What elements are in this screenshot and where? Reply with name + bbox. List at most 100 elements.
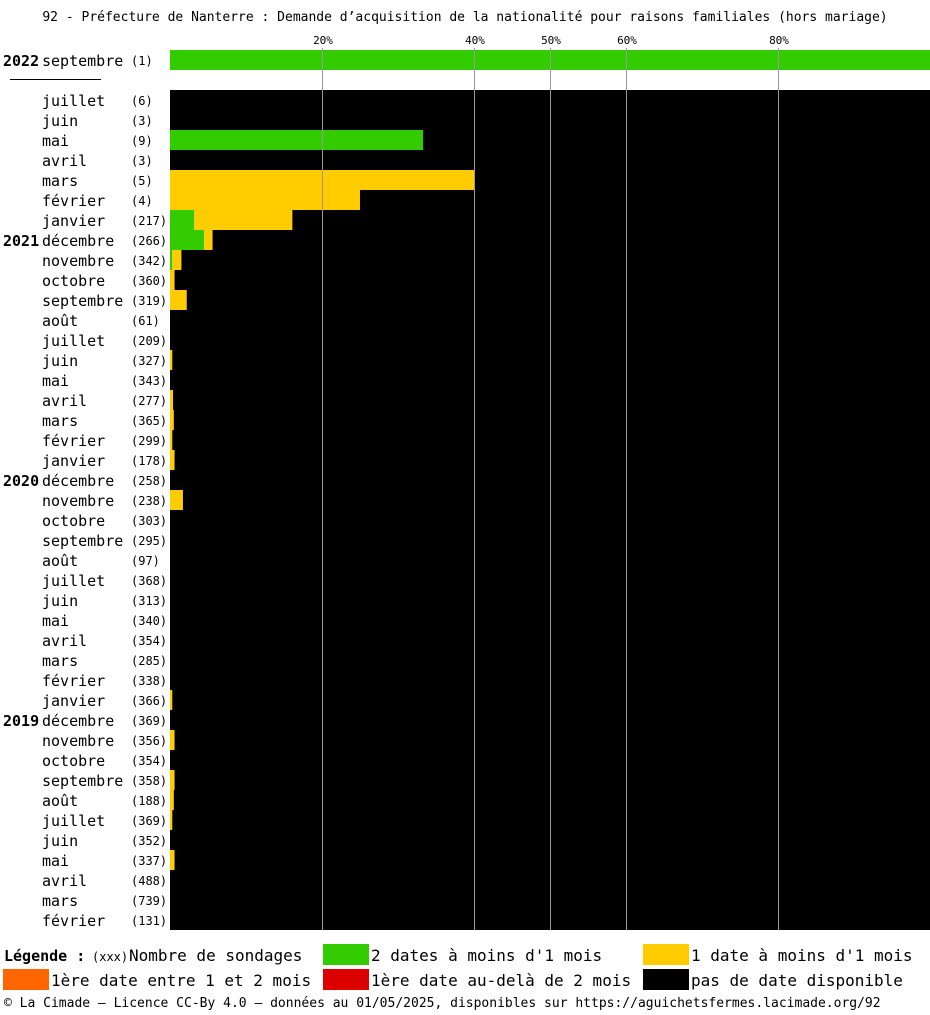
legend-title: Légende : [4,947,86,965]
legend-orange-swatch [3,969,49,990]
bar-segment-black [172,810,930,830]
count-label: (217) [131,214,167,228]
bar-segment-yellow [170,270,175,290]
bar-segment-yellow [170,190,360,210]
bar-segment-black [174,450,930,470]
count-label: (9) [131,134,153,148]
count-label: (365) [131,414,167,428]
month-label: août [42,312,78,330]
count-label: (238) [131,494,167,508]
month-label: août [42,792,78,810]
count-label: (356) [131,734,167,748]
chart-title: 92 - Préfecture de Nanterre : Demande d’… [42,10,888,25]
count-label: (352) [131,834,167,848]
bar-segment-green [170,130,424,150]
month-label: juin [42,832,78,850]
x-tick-label: 20% [313,34,333,47]
legend-count-label: Nombre de sondages [129,946,303,965]
month-label: octobre [42,752,105,770]
month-label: mai [42,132,69,150]
count-label: (4) [131,194,153,208]
count-label: (488) [131,874,167,888]
legend-green-label: 2 dates à moins d'1 mois [371,946,603,965]
month-label: mars [42,892,78,910]
month-label: janvier [42,692,105,710]
count-label: (3) [131,154,153,168]
legend-red-swatch [323,969,369,990]
bar-segment-yellow [170,690,173,710]
bar-segment-yellow [204,230,213,250]
bar-segment-black [172,350,930,370]
footer-credits: © La Cimade – Licence CC-By 4.0 – donnée… [4,996,881,1011]
bar-segment-black [474,170,930,190]
month-label: novembre [42,252,114,270]
month-label: juillet [42,92,105,110]
year-label: 2021 [3,232,39,250]
bar-segment-black [182,490,930,510]
month-label: juin [42,112,78,130]
bar-segment-black [360,190,930,210]
x-tick-label: 50% [541,34,561,47]
count-label: (97) [131,554,160,568]
month-label: septembre [42,532,123,550]
month-label: juin [42,352,78,370]
bar-segment-black [174,850,930,870]
year-label: 2019 [3,712,39,730]
legend-row-1: Légende : (xxx) Nombre de sondages 2 dat… [0,944,930,966]
bar-segment-black [181,250,930,270]
month-label: avril [42,872,87,890]
month-label: mai [42,852,69,870]
month-label: mars [42,652,78,670]
year-label: 2022 [3,52,39,70]
month-label: janvier [42,212,105,230]
bar-segment-yellow [170,390,174,410]
bar-segment-black [172,690,930,710]
month-label: février [42,912,105,930]
month-label: décembre [42,472,114,490]
bar-segment-black [186,290,930,310]
bar-segment-yellow [170,730,175,750]
count-label: (299) [131,434,167,448]
bar-segment-yellow [170,850,175,870]
month-label: juillet [42,812,105,830]
bar-segment-black [423,130,930,150]
count-label: (266) [131,234,167,248]
bar-segment-yellow [170,450,175,470]
month-label: décembre [42,712,114,730]
count-label: (327) [131,354,167,368]
month-label: septembre [42,52,123,70]
count-label: (178) [131,454,167,468]
legend-count-hint: (xxx) [92,950,129,964]
count-label: (295) [131,534,167,548]
bar-segment-black [174,730,930,750]
month-label: novembre [42,732,114,750]
stacked-bar-chart: 20% 40% 50% 60% 80%2022 septembre (1)juillet (6… [3,34,930,930]
count-label: (285) [131,654,167,668]
month-label: février [42,432,105,450]
bar-segment-green [170,230,205,250]
month-label: novembre [42,492,114,510]
legend-yellow-swatch [643,944,689,965]
bar-segment-black [173,790,930,810]
bar-segment-yellow [170,490,183,510]
count-label: (369) [131,814,167,828]
bar-segment-black [212,230,930,250]
count-label: (358) [131,774,167,788]
count-label: (369) [131,714,167,728]
month-label: juin [42,592,78,610]
x-tick-label: 60% [617,34,637,47]
count-label: (209) [131,334,167,348]
bar-segment-green [170,210,195,230]
month-label: octobre [42,272,105,290]
count-label: (319) [131,294,167,308]
bar-segment-yellow [170,350,173,370]
month-label: juillet [42,332,105,350]
bar-segment-yellow [170,430,173,450]
bar-segment-yellow [170,810,173,830]
month-label: août [42,552,78,570]
month-label: septembre [42,292,123,310]
month-label: mai [42,372,69,390]
count-label: (366) [131,694,167,708]
count-label: (340) [131,614,167,628]
month-label: avril [42,392,87,410]
